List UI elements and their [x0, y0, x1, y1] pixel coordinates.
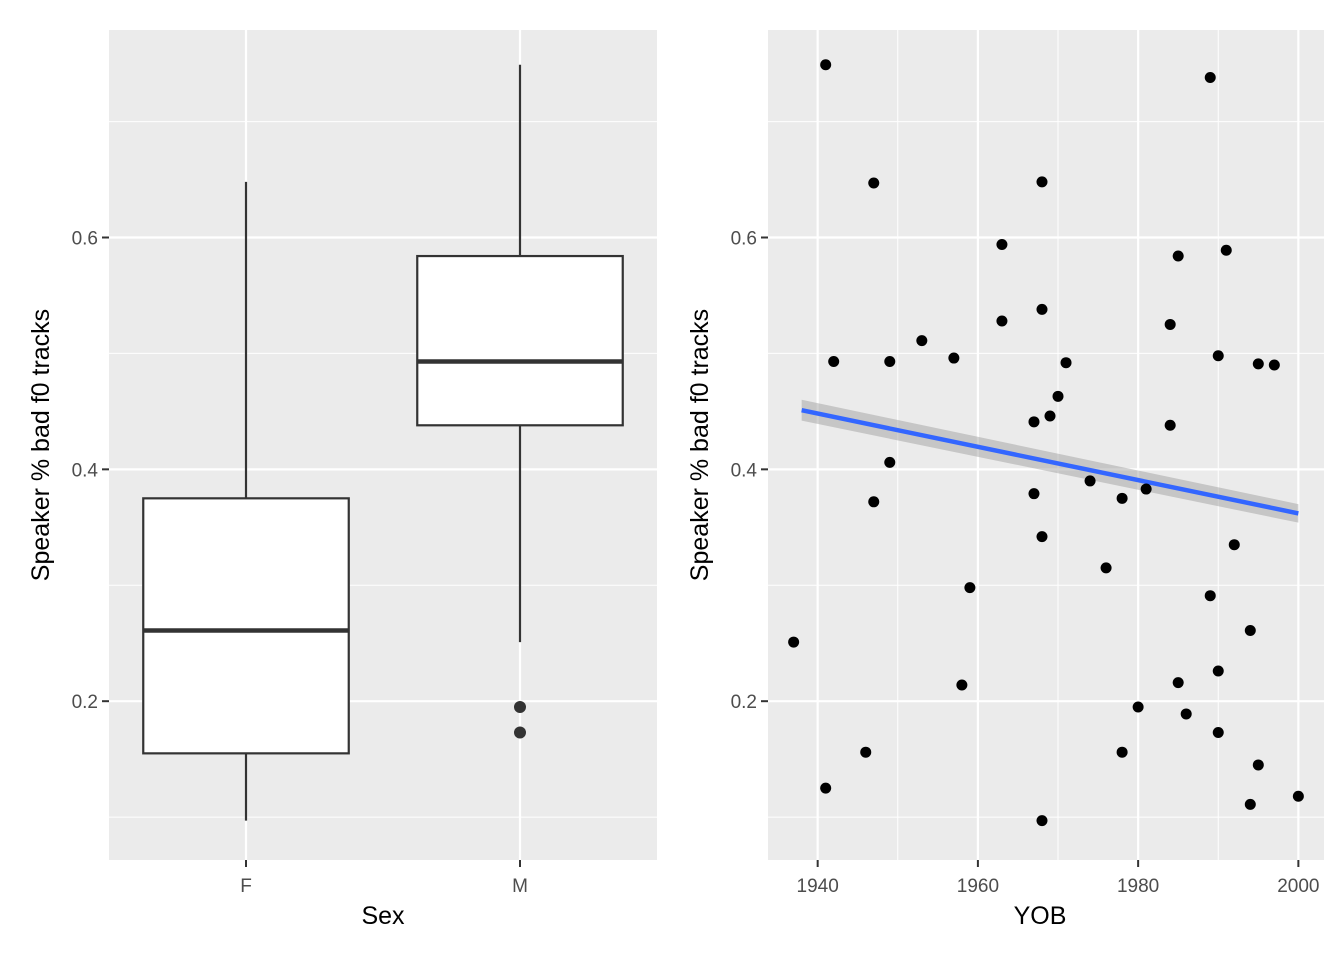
data-point: [1228, 539, 1240, 551]
data-point: [1084, 475, 1096, 487]
x-tick-label: M: [512, 876, 528, 897]
data-point: [1220, 244, 1232, 256]
data-point: [1036, 815, 1048, 827]
data-point: [1244, 624, 1256, 636]
data-point: [1036, 176, 1048, 188]
y-tick-label: 0.6: [731, 229, 757, 250]
data-point: [1212, 665, 1224, 677]
data-point: [884, 356, 896, 368]
regression-line: [801, 408, 1299, 516]
x-axis-title: YOB: [1014, 902, 1067, 930]
box-F: [142, 181, 350, 821]
boxplot-marks: [142, 64, 624, 821]
data-point: [956, 679, 968, 691]
data-point: [1204, 590, 1216, 602]
y-tick-label: 0.2: [731, 692, 757, 713]
data-point: [948, 352, 960, 364]
y-tick-label: 0.2: [72, 692, 98, 713]
data-point: [1268, 359, 1280, 371]
gridlines: [768, 30, 1324, 860]
data-point: [820, 59, 832, 71]
yob-scatter-panel: 0.2 0.4 0.6 1940 1960 1980 2000 YOB Speaker %…: [686, 30, 1324, 930]
data-point: [1116, 492, 1128, 504]
data-point: [1172, 677, 1184, 689]
data-point: [1164, 318, 1176, 330]
data-point: [996, 315, 1008, 327]
y-axis-title: Speaker % bad f0 tracks: [686, 309, 714, 581]
data-point: [1292, 790, 1304, 802]
box-iqr: [142, 497, 350, 755]
x-tick-label: F: [240, 876, 252, 897]
y-tick-label: 0.4: [731, 460, 758, 481]
y-tick-label: 0.4: [72, 460, 99, 481]
scatter-points: [788, 59, 1304, 827]
x-axis-ticks: 1940 1960 1980 2000: [797, 860, 1320, 897]
data-point: [1052, 390, 1064, 402]
data-point: [788, 636, 800, 648]
data-point: [868, 177, 880, 189]
y-axis-title: Speaker % bad f0 tracks: [27, 309, 55, 581]
data-point: [1204, 72, 1216, 84]
data-point: [1036, 531, 1048, 543]
box-M: [416, 64, 624, 739]
data-point: [964, 582, 976, 594]
data-point: [1036, 303, 1048, 315]
data-point: [1140, 483, 1152, 495]
data-point: [820, 782, 832, 794]
y-tick-label: 0.6: [72, 229, 98, 250]
data-point: [1244, 798, 1256, 810]
y-axis-ticks: 0.2 0.4 0.6: [72, 229, 109, 713]
data-point: [884, 456, 896, 468]
data-point: [1164, 419, 1176, 431]
x-tick-label: 1940: [797, 876, 839, 897]
data-point: [996, 238, 1008, 250]
plot-background: [768, 30, 1324, 860]
data-point: [1212, 350, 1224, 362]
y-axis-ticks: 0.2 0.4 0.6: [731, 229, 768, 713]
data-point: [860, 746, 872, 758]
data-point: [1028, 416, 1040, 428]
data-point: [1060, 357, 1072, 369]
x-tick-label: 1960: [957, 876, 999, 897]
data-point: [916, 335, 928, 347]
data-point: [1252, 759, 1264, 771]
x-axis-title: Sex: [361, 902, 405, 930]
data-point: [1100, 562, 1112, 574]
data-point: [1116, 746, 1128, 758]
outlier-point: [514, 726, 526, 739]
data-point: [1252, 358, 1264, 370]
data-point: [868, 496, 880, 508]
data-point: [1180, 708, 1192, 720]
x-tick-label: 1980: [1117, 876, 1159, 897]
data-point: [1172, 250, 1184, 262]
outlier-point: [514, 700, 526, 713]
data-point: [1132, 701, 1144, 713]
data-point: [1028, 488, 1040, 500]
data-point: [1212, 726, 1224, 738]
data-point: [828, 356, 840, 368]
x-tick-label: 2000: [1277, 876, 1319, 897]
trend-line: [801, 399, 1299, 523]
box-iqr: [416, 254, 624, 427]
data-point: [1044, 410, 1056, 422]
